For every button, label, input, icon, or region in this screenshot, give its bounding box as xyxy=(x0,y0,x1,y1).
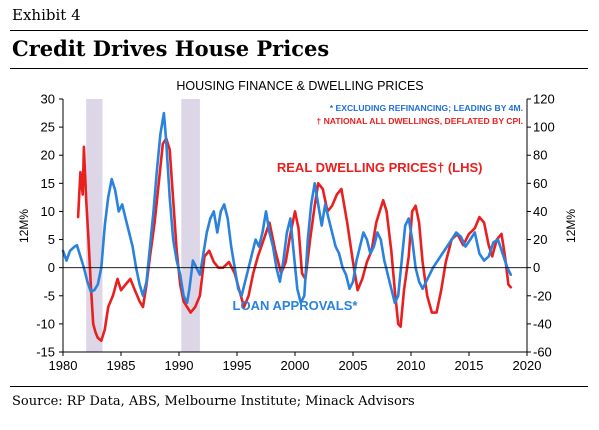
x-tick-label: 2020 xyxy=(513,358,542,373)
y-tick-label-right: 100 xyxy=(533,120,555,135)
y-tick-label-left: 0 xyxy=(48,260,55,275)
series-label: LOAN APPROVALS* xyxy=(233,298,359,313)
y-tick-label-right: 0 xyxy=(533,260,540,275)
axis-ticks: -15 -10 -5 0 5 10 15 20 25 30 -60 -40 -20 0 20 40 60 80 10… xyxy=(36,92,555,374)
y-tick-label-left: 25 xyxy=(41,120,55,135)
y-tick-label-left: 5 xyxy=(48,232,55,247)
x-tick-label: 2010 xyxy=(397,358,426,373)
y-tick-label-left: 10 xyxy=(41,204,55,219)
exhibit-label: Exhibit 4 xyxy=(12,6,81,24)
x-tick-label: 1990 xyxy=(165,358,194,373)
top-rule xyxy=(10,30,588,31)
x-tick-label: 2000 xyxy=(281,358,310,373)
y-tick-label-right: 120 xyxy=(533,92,555,107)
y-tick-label-left: -10 xyxy=(36,316,55,331)
page-title: Credit Drives House Prices xyxy=(12,36,330,61)
shaded-period xyxy=(181,99,200,352)
source-note: Source: RP Data, ABS, Melbourne Institut… xyxy=(12,394,415,409)
y-tick-label-left: -15 xyxy=(36,345,55,360)
y-tick-label-right: -60 xyxy=(533,345,552,360)
series-label: REAL DWELLING PRICES† (LHS) xyxy=(277,160,483,175)
y-tick-label-right: 40 xyxy=(533,204,547,219)
shaded-periods xyxy=(86,99,200,352)
x-tick-label: 2005 xyxy=(339,358,368,373)
y-tick-label-left: 20 xyxy=(41,148,55,163)
chart-notes: * EXCLUDING REFINANCING; LEADING BY 4M. †… xyxy=(316,103,523,126)
title-rule xyxy=(10,68,588,69)
x-tick-label: 1995 xyxy=(223,358,252,373)
x-tick-label: 1985 xyxy=(107,358,136,373)
y-tick-label-left: 30 xyxy=(41,92,55,107)
y-tick-label-right: 20 xyxy=(533,232,547,247)
y-tick-label-left: -5 xyxy=(43,288,55,303)
y-tick-label-right: 80 xyxy=(533,148,547,163)
chart-note: * EXCLUDING REFINANCING; LEADING BY 4M. xyxy=(330,103,523,113)
x-tick-label: 2015 xyxy=(455,358,484,373)
y-axis-label-right: 12M% xyxy=(564,209,578,243)
y-tick-label-right: 60 xyxy=(533,176,547,191)
series-line xyxy=(76,137,513,343)
series-labels: REAL DWELLING PRICES† (LHS) LOAN APPROVAL… xyxy=(233,160,483,313)
y-axis-label-left: 12M% xyxy=(17,209,31,243)
y-tick-label-right: -20 xyxy=(533,288,552,303)
y-tick-label-left: 15 xyxy=(41,176,55,191)
source-rule xyxy=(10,386,588,387)
plot-frame xyxy=(62,99,528,353)
x-tick-label: 1980 xyxy=(49,358,78,373)
chart-note: † NATIONAL ALL DWELLINGS, DEFLATED BY CP… xyxy=(316,116,523,126)
y-tick-label-right: -40 xyxy=(533,316,552,331)
chart-title: HOUSING FINANCE & DWELLING PRICES xyxy=(176,79,423,93)
